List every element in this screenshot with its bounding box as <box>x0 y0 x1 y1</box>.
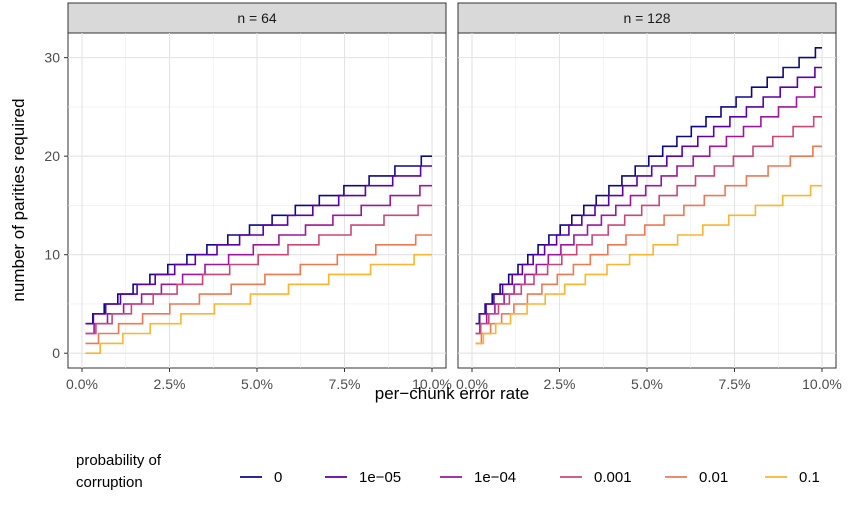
legend-title-line2: corruption <box>76 474 143 491</box>
series-line-3 <box>85 204 432 335</box>
series-line-3 <box>475 116 822 335</box>
strip-label: n = 128 <box>623 10 670 26</box>
series-line-2 <box>85 184 432 335</box>
legend-label-0: 0 <box>274 469 282 486</box>
series-line-1 <box>85 165 432 325</box>
legend-label-2: 1e−04 <box>474 469 516 486</box>
x-tick-label: 0.0% <box>66 376 98 392</box>
panel-n64: n = 64 <box>67 2 447 369</box>
strip-label: n = 64 <box>237 10 277 26</box>
series-lines <box>475 47 822 345</box>
x-tick-label: 5.0% <box>631 376 663 392</box>
legend-label-3: 0.001 <box>594 469 632 486</box>
x-tick-label: 10.0% <box>802 376 842 392</box>
series-line-1 <box>475 66 822 325</box>
series-lines <box>85 155 432 354</box>
y-tick-label: 20 <box>44 148 60 164</box>
x-tick-label: 10.0% <box>412 376 452 392</box>
legend-label-1: 1e−05 <box>359 469 401 486</box>
series-line-5 <box>85 253 432 354</box>
x-tick-label: 2.5% <box>154 376 186 392</box>
grid-lines <box>458 33 836 368</box>
x-tick-label: 7.5% <box>719 376 751 392</box>
y-tick-label: 30 <box>44 50 60 66</box>
series-line-0 <box>475 47 822 325</box>
legend-label-4: 0.01 <box>699 469 728 486</box>
x-tick-label: 7.5% <box>329 376 361 392</box>
x-tick-label: 5.0% <box>241 376 273 392</box>
x-tick-label: 2.5% <box>544 376 576 392</box>
panel-n128: n = 128 <box>457 2 837 369</box>
legend-title-line1: probability of <box>76 452 162 469</box>
y-tick-label: 0 <box>52 345 60 361</box>
strip-background <box>67 2 447 34</box>
x-axis-ticks: 0.0% 2.5% 5.0% 7.5% 10.0% 0.0% 2.5% 5.0% 7.5% 10.… <box>66 368 842 392</box>
series-line-4 <box>85 234 432 345</box>
y-axis-title: number of parities required <box>9 98 28 301</box>
legend: probability of corruption 0 1e−05 1e−04 0.0… <box>76 452 820 491</box>
legend-label-5: 0.1 <box>799 469 820 486</box>
series-line-0 <box>85 155 432 325</box>
legend-items: 0 1e−05 1e−04 0.001 0.01 0.1 <box>240 469 820 486</box>
x-tick-label: 0.0% <box>456 376 488 392</box>
y-axis-ticks: 0 10 20 30 <box>44 50 68 361</box>
y-tick-label: 10 <box>44 247 60 263</box>
x-axis-title: per−chunk error rate <box>375 384 530 403</box>
series-line-5 <box>475 184 822 345</box>
